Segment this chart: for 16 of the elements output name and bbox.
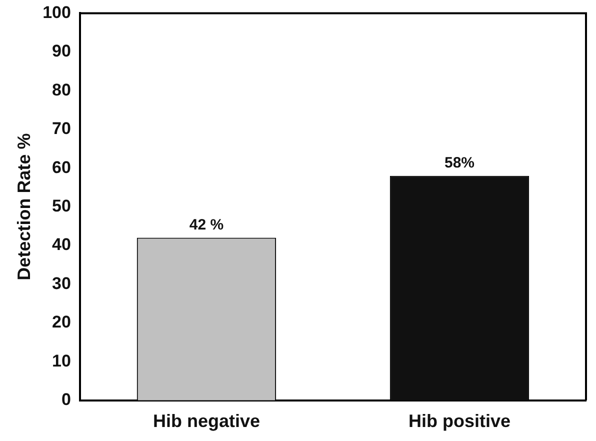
y-tick-label: 30 [52, 274, 71, 293]
y-tick-label: 0 [61, 390, 71, 410]
y-tick-label: 40 [52, 235, 71, 254]
x-tick-label: Hib positive [408, 411, 510, 432]
y-tick-label: 10 [52, 351, 71, 370]
y-tick-label: 80 [52, 80, 71, 100]
x-tick-label: Hib negative [152, 411, 260, 432]
y-tick-label: 50 [52, 196, 71, 216]
y-tick-label: 90 [52, 42, 71, 61]
y-tick-label: 100 [42, 2, 71, 22]
y-tick-label: 20 [52, 312, 71, 332]
data-label: 58% [444, 154, 475, 172]
y-tick-label: 60 [52, 158, 71, 177]
data-label: 42 % [189, 216, 224, 234]
y-axis-title: Detection Rate % [14, 133, 34, 280]
y-tick-label: 70 [52, 119, 71, 138]
